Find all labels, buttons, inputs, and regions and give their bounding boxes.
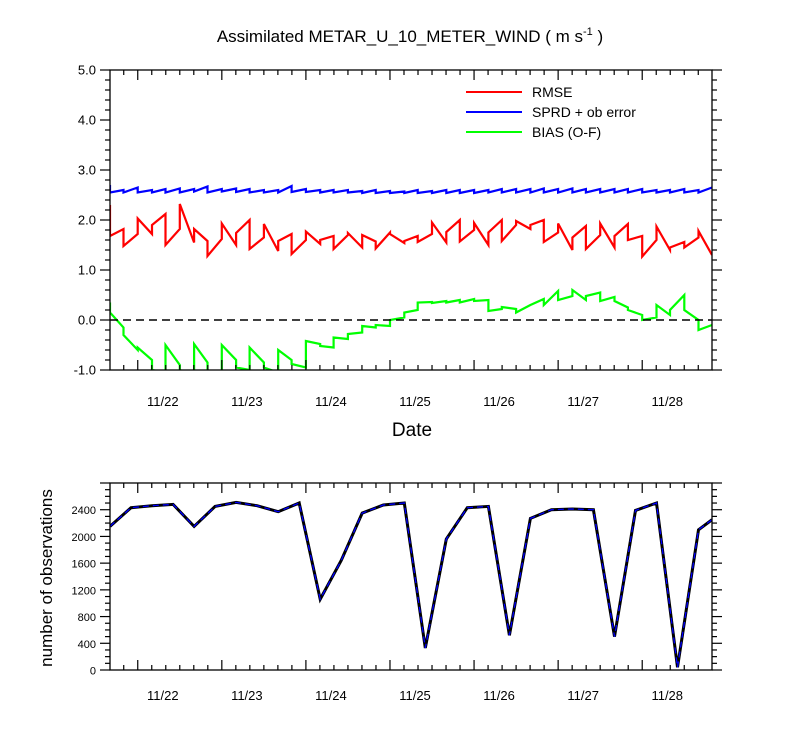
- chart-title: Assimilated METAR_U_10_METER_WIND ( m s-…: [217, 26, 603, 46]
- series-line-rmse: [110, 203, 712, 260]
- x-tick-label: 11/23: [231, 688, 263, 703]
- bottom-series-layer: [110, 500, 712, 668]
- bottom-chart-panel: 11/22 11/23 11/24 11/25 11/26 11/27 11/28 0 400 8…: [37, 482, 722, 703]
- y-tick-label: 400: [78, 639, 96, 651]
- bottom-tick-layer: 11/22 11/23 11/24 11/25 11/26 11/27 11/28 0 400 8…: [72, 482, 722, 703]
- observations-line-overlay: [110, 501, 712, 668]
- y-tick-label: 2000: [72, 532, 96, 544]
- y-tick-label: 1.0: [78, 263, 96, 278]
- y-tick-label: 3.0: [78, 163, 96, 178]
- y-tick-label: 2400: [72, 505, 96, 517]
- series-line-bias-o-f: [110, 287, 712, 370]
- x-tick-label: 11/28: [651, 394, 683, 409]
- legend-label-rmse: RMSE: [532, 84, 572, 100]
- x-tick-label: 11/23: [231, 394, 263, 409]
- x-tick-label: 11/25: [399, 394, 431, 409]
- y-tick-label: 4.0: [78, 113, 96, 128]
- y-tick-label: 5.0: [78, 63, 96, 78]
- x-tick-label: 11/26: [483, 688, 515, 703]
- x-tick-label: 11/25: [399, 688, 431, 703]
- legend-label-sprd-ob-error: SPRD + ob error: [532, 104, 636, 120]
- y-tick-label: 0.0: [78, 313, 96, 328]
- y-tick-label: 1200: [72, 585, 96, 597]
- x-tick-label: 11/24: [315, 394, 347, 409]
- x-tick-label: 11/27: [567, 688, 599, 703]
- y-tick-label: 1600: [72, 559, 96, 571]
- legend-label-bias-o-f: BIAS (O-F): [532, 124, 601, 140]
- y-tick-label: 2.0: [78, 213, 96, 228]
- top-plot-frame: [109, 69, 713, 371]
- top-chart-panel: Assimilated METAR_U_10_METER_WIND ( m s-…: [74, 26, 722, 441]
- observations-line: [110, 500, 712, 668]
- x-tick-label: 11/28: [651, 688, 683, 703]
- top-tick-layer: 11/22 11/23 11/24 11/25 11/26 11/27 11/28 -1.0 0…: [74, 63, 722, 409]
- bottom-plot-frame: [109, 482, 713, 671]
- y-tick-label: 800: [78, 612, 96, 624]
- y-axis-label: number of observations: [37, 489, 56, 667]
- x-tick-label: 11/22: [147, 688, 179, 703]
- legend: RMSE SPRD + ob error BIAS (O-F): [466, 84, 636, 140]
- x-tick-label: 11/26: [483, 394, 515, 409]
- chart-title-main: Assimilated METAR_U_10_METER_WIND ( m s: [217, 27, 583, 46]
- chart-title-superscript: -1: [583, 26, 593, 38]
- chart-title-suffix: ): [593, 27, 603, 46]
- x-tick-label: 11/22: [147, 394, 179, 409]
- x-tick-label: 11/24: [315, 688, 347, 703]
- x-tick-label: 11/27: [567, 394, 599, 409]
- y-tick-label: -1.0: [74, 363, 96, 378]
- series-line-sprd-ob-error: [110, 184, 712, 195]
- top-series-layer: [110, 184, 712, 370]
- y-tick-label: 0: [90, 666, 96, 678]
- x-axis-label: Date: [392, 420, 432, 441]
